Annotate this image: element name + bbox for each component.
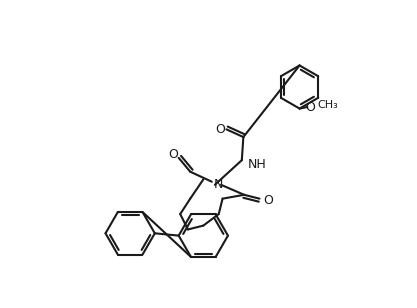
Text: O: O	[215, 123, 225, 136]
Text: O: O	[168, 148, 178, 161]
Text: N: N	[213, 178, 223, 191]
Text: CH₃: CH₃	[317, 100, 338, 111]
Text: NH: NH	[248, 157, 267, 171]
Text: O: O	[306, 100, 316, 114]
Text: O: O	[264, 194, 273, 208]
